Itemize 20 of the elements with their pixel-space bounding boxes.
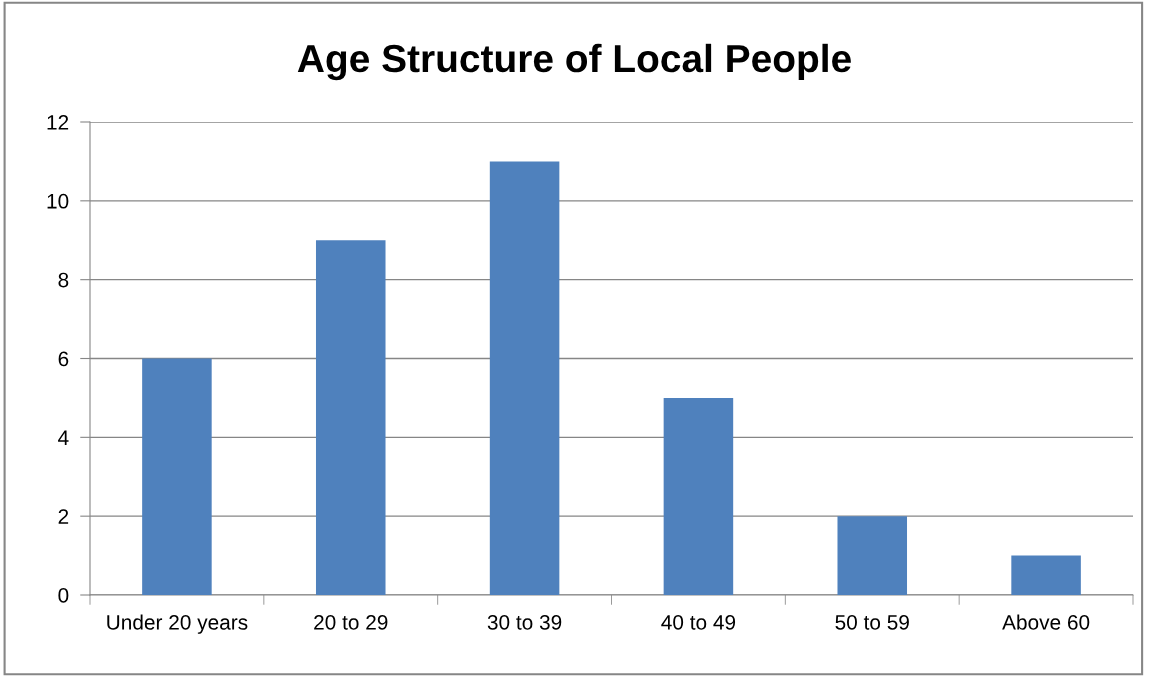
x-tick-label: 20 to 29 bbox=[314, 614, 388, 630]
x-tick-label: 40 to 49 bbox=[661, 614, 736, 630]
y-tick-label: 12 bbox=[47, 115, 69, 130]
x-tick-label: 30 to 39 bbox=[487, 614, 562, 630]
chart-title: Age Structure of Local People bbox=[297, 43, 851, 81]
y-tick-label: 4 bbox=[58, 430, 69, 445]
bar bbox=[315, 240, 386, 595]
y-tick-label: 0 bbox=[58, 588, 69, 603]
y-tick-label: 10 bbox=[47, 193, 69, 209]
x-tick-label: Above 60 bbox=[1002, 614, 1090, 630]
bar bbox=[142, 358, 212, 595]
bar bbox=[663, 397, 734, 595]
x-tick-label: 50 to 59 bbox=[835, 614, 909, 630]
bar bbox=[837, 516, 908, 595]
y-tick-label: 6 bbox=[58, 351, 69, 367]
y-tick-label: 2 bbox=[58, 509, 69, 524]
bar bbox=[489, 161, 560, 595]
bar bbox=[1011, 555, 1081, 595]
x-tick-label: Under 20 years bbox=[107, 614, 248, 634]
y-tick-label: 8 bbox=[58, 272, 69, 288]
